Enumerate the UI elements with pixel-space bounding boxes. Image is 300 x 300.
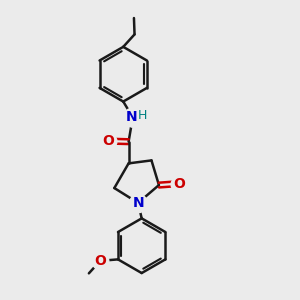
Text: N: N [132, 196, 144, 210]
Text: N: N [125, 110, 137, 124]
Text: O: O [102, 134, 114, 148]
Text: H: H [138, 109, 147, 122]
Text: O: O [173, 177, 185, 190]
Text: O: O [94, 254, 106, 268]
